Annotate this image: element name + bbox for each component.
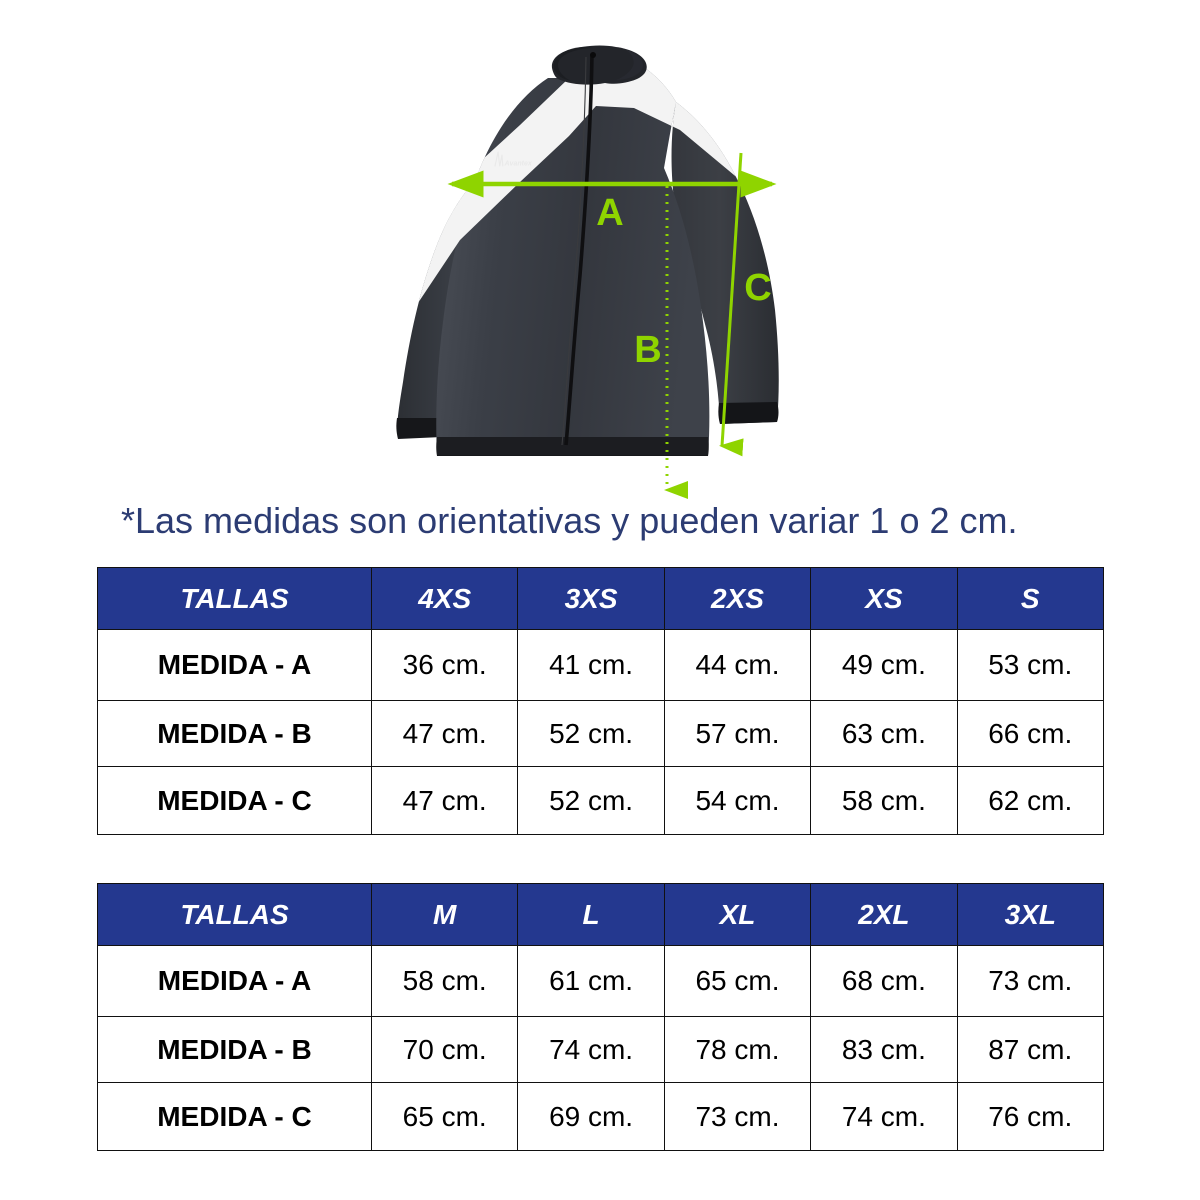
svg-text:A: A — [596, 192, 623, 234]
svg-text:C: C — [744, 267, 771, 309]
svg-text:B: B — [634, 329, 661, 371]
